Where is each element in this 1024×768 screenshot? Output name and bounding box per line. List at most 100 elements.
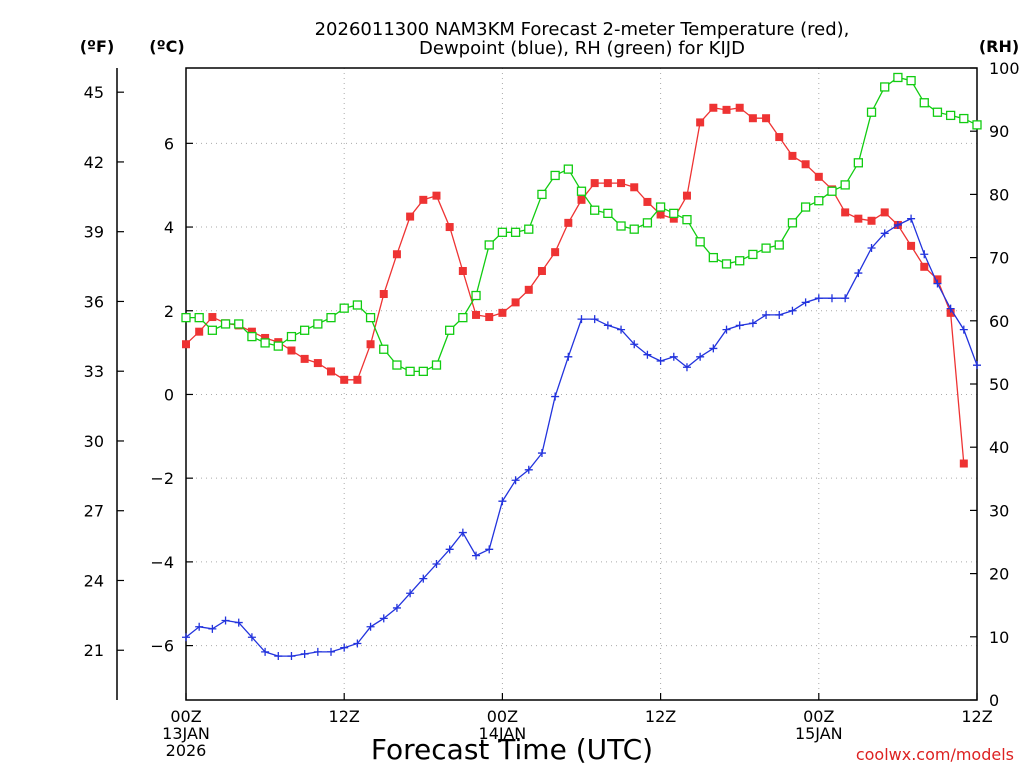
rh-point <box>445 325 455 335</box>
dewpoint-point <box>617 325 626 334</box>
rh-point <box>260 338 270 348</box>
dewpoint-point <box>524 465 533 474</box>
dewpoint-point <box>656 356 665 365</box>
dewpoint-point <box>327 647 336 656</box>
temperature-point <box>762 114 771 123</box>
celsius-tick-label: 0 <box>164 385 174 404</box>
rh-point <box>207 325 218 335</box>
dewpoint-point <box>775 310 784 319</box>
dewpoint-point <box>432 559 441 568</box>
rh-point <box>945 110 956 121</box>
dewpoint-point <box>564 352 573 361</box>
temperature-point <box>195 327 204 336</box>
fahrenheit-axis-ticks: 21 24 27 30 33 36 39 42 45 <box>84 83 124 660</box>
rh-point <box>800 202 811 212</box>
rh-point <box>748 249 758 260</box>
dewpoint-point <box>893 220 902 229</box>
temperature-point <box>432 191 441 200</box>
temperature-point <box>920 262 929 271</box>
series-rh <box>181 72 982 377</box>
dewpoint-point <box>300 649 309 658</box>
rh-point <box>458 312 468 323</box>
time-tick-label: 00Z <box>170 707 201 726</box>
temperature-point <box>511 298 520 307</box>
rh-point <box>418 366 428 377</box>
rh-tick-label: 100 <box>989 59 1020 78</box>
rh-point <box>972 120 982 130</box>
dewpoint-point <box>827 294 836 303</box>
rh-point <box>721 259 732 269</box>
rh-point <box>313 319 323 329</box>
rh-tick-label: 50 <box>989 375 1009 394</box>
temperature-point <box>788 151 797 160</box>
rh-point <box>603 208 613 219</box>
rh-point <box>590 205 600 215</box>
celsius-unit-label: (ºC) <box>149 37 184 56</box>
rh-point <box>286 331 297 342</box>
rh-point <box>787 218 798 228</box>
dewpoint-point <box>748 319 757 328</box>
temperature-point <box>537 266 546 275</box>
time-tick-label: 13JAN <box>162 724 210 743</box>
dewpoint-point <box>854 269 863 278</box>
rh-point <box>273 341 283 351</box>
temperature-point <box>458 266 467 275</box>
rh-point <box>919 98 929 108</box>
rh-tick-label: 20 <box>989 565 1009 584</box>
rh-point <box>234 319 244 329</box>
rh-point <box>959 113 969 124</box>
rh-point <box>326 312 336 323</box>
temperature-point <box>577 195 586 204</box>
celsius-tick-label: 4 <box>164 218 174 237</box>
fahrenheit-tick-label: 27 <box>84 502 104 521</box>
temperature-point <box>880 208 889 217</box>
series-dewpoint <box>182 214 981 661</box>
rh-point <box>774 240 784 250</box>
temperature-point <box>564 218 573 227</box>
axes <box>116 67 978 701</box>
dewpoint-point <box>762 310 771 319</box>
dewpoint-point <box>907 214 916 223</box>
temperature-point <box>643 197 652 206</box>
dewpoint-point <box>287 652 296 661</box>
rh-unit-label: (RH) <box>979 37 1019 56</box>
temperature-point <box>247 327 256 336</box>
dewpoint-point <box>801 298 810 307</box>
temperature-point <box>630 183 639 192</box>
temperature-point <box>603 179 612 188</box>
celsius-axis-ticks: −6 −4 −2 0 2 4 6 <box>150 134 193 656</box>
time-tick-label: 00Z <box>487 707 518 726</box>
rh-tick-label: 10 <box>989 628 1009 647</box>
dewpoint-point <box>419 574 428 583</box>
rh-point <box>827 186 837 196</box>
rh-point <box>880 82 890 92</box>
dewpoint-point <box>946 304 955 313</box>
temperature-point <box>327 367 336 376</box>
dewpoint-point <box>261 647 270 656</box>
rh-point <box>708 252 718 263</box>
celsius-tick-label: 6 <box>164 134 174 153</box>
dewpoint-point <box>498 497 507 506</box>
temperature-point <box>735 103 744 112</box>
rh-axis-ticks: 0 10 20 30 40 50 60 70 80 90 100 <box>970 59 1020 710</box>
rh-tick-label: 0 <box>989 691 999 710</box>
dewpoint-point <box>182 633 190 642</box>
rh-point <box>299 325 310 335</box>
rh-tick-label: 70 <box>989 249 1009 268</box>
rh-point <box>484 240 494 250</box>
dewpoint-point <box>735 321 744 330</box>
dewpoint-point <box>959 325 968 334</box>
dewpoint-point <box>208 624 217 633</box>
dewpoint-line <box>185 217 978 657</box>
fahrenheit-tick-label: 39 <box>84 223 104 242</box>
dewpoint-point <box>195 622 204 631</box>
dewpoint-point <box>340 643 349 652</box>
temperature-point <box>867 216 876 225</box>
temperature-point <box>300 354 309 363</box>
dewpoint-point <box>406 589 415 598</box>
temperature-point <box>656 210 665 219</box>
rh-point <box>682 215 692 225</box>
rh-point <box>471 290 481 301</box>
series-temperature <box>182 103 968 468</box>
temperature-point <box>392 250 401 259</box>
